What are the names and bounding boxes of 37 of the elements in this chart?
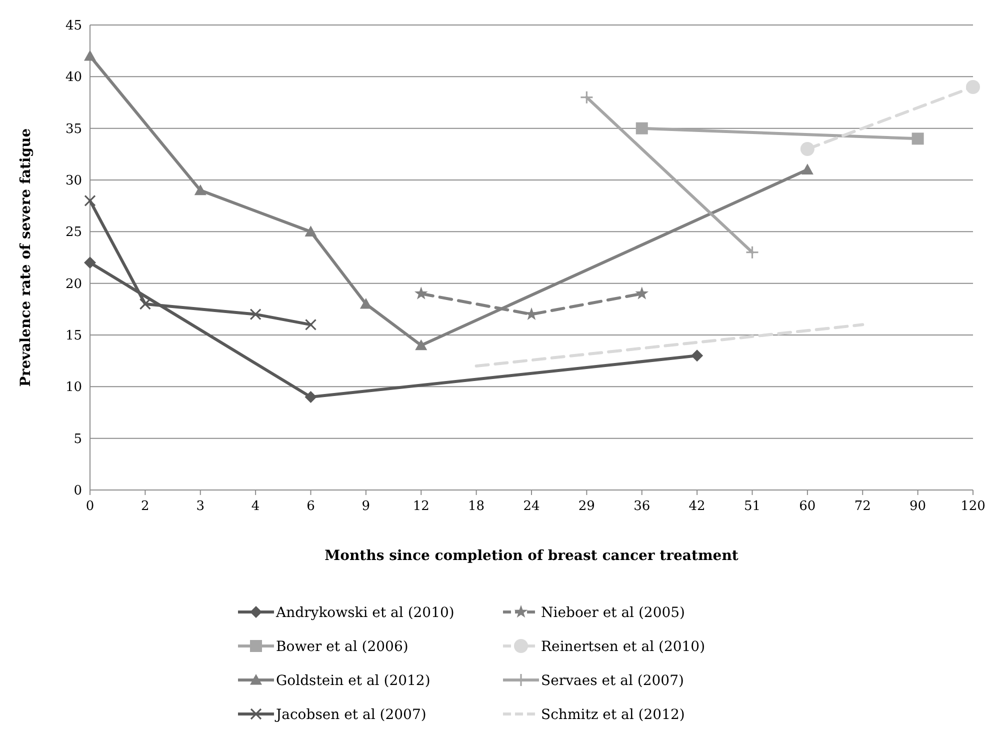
y-tick-label: 5 bbox=[74, 432, 82, 447]
y-tick-label: 35 bbox=[65, 122, 82, 137]
x-tick-label: 42 bbox=[688, 499, 706, 514]
x-tick-label: 9 bbox=[362, 499, 370, 514]
x-tick-label: 4 bbox=[251, 499, 260, 514]
legend-label: Goldstein et al (2012) bbox=[276, 672, 430, 689]
x-tick-label: 120 bbox=[960, 499, 986, 514]
legend-label: Nieboer et al (2005) bbox=[541, 604, 686, 621]
y-tick-label: 20 bbox=[65, 276, 82, 292]
x-tick-label: 6 bbox=[306, 499, 315, 514]
x-tick-label: 0 bbox=[86, 499, 94, 514]
legend-label: Jacobsen et al (2007) bbox=[274, 706, 426, 723]
y-tick-label: 10 bbox=[65, 380, 82, 396]
legend-label: Servaes et al (2007) bbox=[541, 672, 684, 689]
y-tick-label: 40 bbox=[65, 70, 82, 86]
y-tick-label: 45 bbox=[65, 18, 82, 34]
legend-label: Reinertsen et al (2010) bbox=[541, 638, 706, 655]
y-tick-label: 15 bbox=[65, 328, 82, 344]
x-tick-label: 36 bbox=[634, 499, 650, 514]
x-tick-label: 51 bbox=[744, 499, 761, 514]
legend-label: Bower et al (2006) bbox=[276, 638, 408, 655]
x-tick-label: 29 bbox=[578, 499, 595, 514]
y-tick-label: 30 bbox=[65, 174, 82, 189]
y-axis-title: Prevalence rate of severe fatigue bbox=[18, 128, 34, 387]
x-tick-label: 24 bbox=[523, 499, 540, 514]
x-tick-label: 3 bbox=[196, 499, 205, 514]
x-tick-label: 90 bbox=[910, 499, 926, 514]
legend-label: Andrykowski et al (2010) bbox=[275, 604, 454, 621]
x-tick-label: 18 bbox=[468, 499, 485, 514]
x-tick-label: 72 bbox=[854, 499, 871, 514]
y-tick-label: 25 bbox=[65, 225, 82, 240]
x-tick-label: 12 bbox=[412, 499, 430, 514]
y-tick-label: 0 bbox=[74, 484, 82, 499]
x-axis-title: Months since completion of breast cancer treatment bbox=[324, 548, 739, 564]
legend-label: Schmitz et al (2012) bbox=[541, 706, 685, 723]
x-tick-label: 60 bbox=[799, 499, 816, 514]
x-tick-label: 2 bbox=[141, 499, 150, 514]
